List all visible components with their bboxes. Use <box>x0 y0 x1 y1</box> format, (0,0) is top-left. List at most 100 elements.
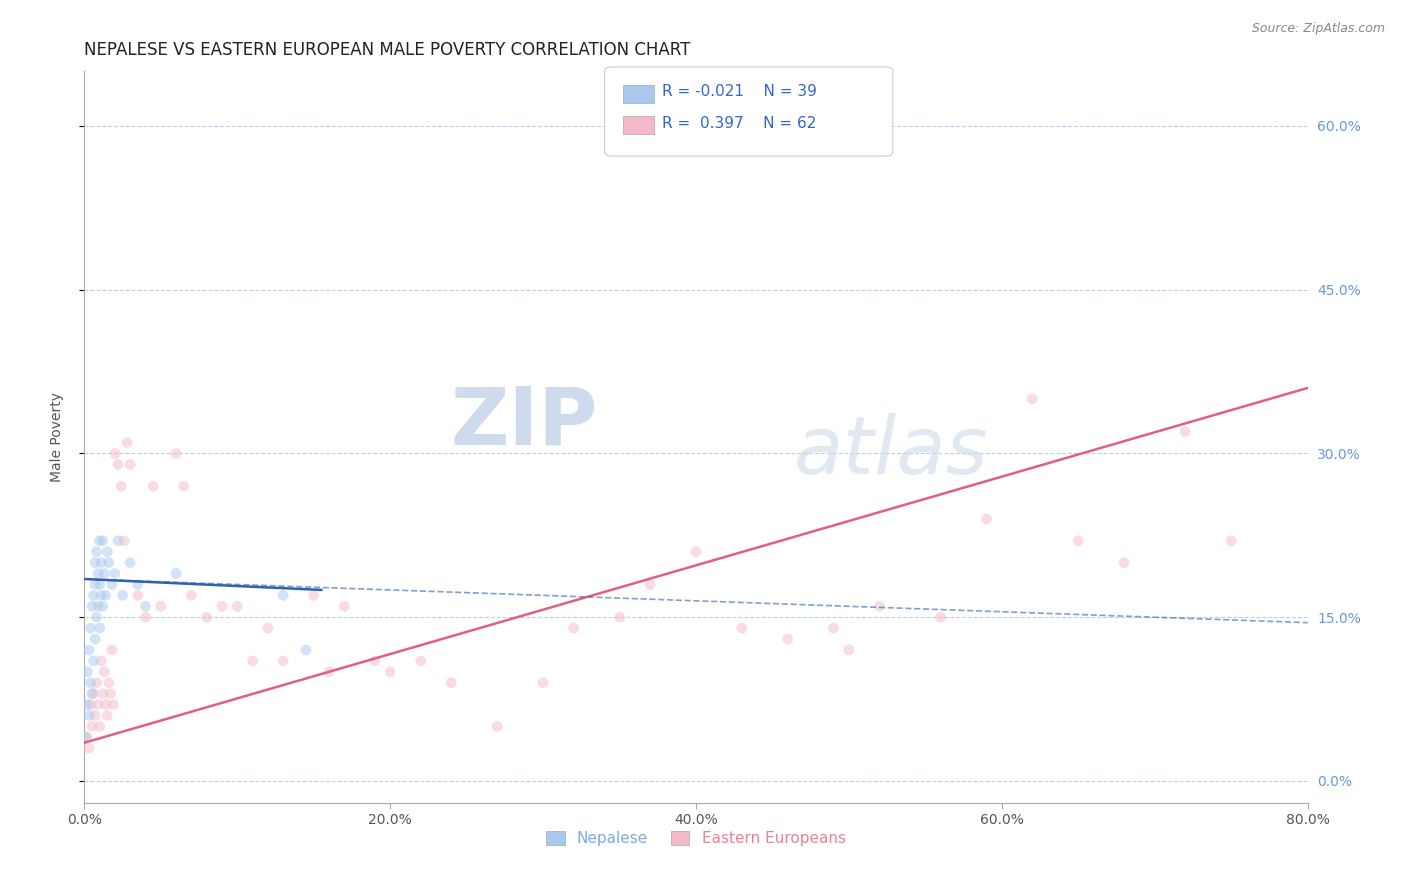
Point <box>211 599 233 614</box>
Point <box>149 599 172 614</box>
Point <box>318 665 340 679</box>
Point <box>89 533 111 548</box>
Point <box>89 719 111 733</box>
Point <box>111 588 134 602</box>
Point <box>79 698 101 712</box>
Point <box>89 621 111 635</box>
Point <box>120 556 142 570</box>
Point <box>90 556 112 570</box>
Point <box>104 446 127 460</box>
Point <box>80 687 103 701</box>
Point <box>869 599 891 614</box>
Point <box>90 654 112 668</box>
Point <box>127 577 149 591</box>
Point <box>120 458 142 472</box>
Point <box>776 632 799 646</box>
Point <box>562 621 585 635</box>
Point <box>165 566 187 581</box>
Point <box>86 610 108 624</box>
Point <box>101 577 124 591</box>
Point <box>77 708 100 723</box>
Point <box>135 610 157 624</box>
Point <box>838 643 860 657</box>
Text: atlas: atlas <box>794 413 988 491</box>
Point <box>929 610 952 624</box>
Point <box>1114 556 1136 570</box>
Point <box>135 599 157 614</box>
Point <box>89 577 111 591</box>
Point <box>87 599 110 614</box>
Point <box>84 632 107 646</box>
Point <box>103 698 125 712</box>
Point <box>409 654 432 668</box>
Point <box>101 643 124 657</box>
Point <box>91 533 114 548</box>
Point <box>93 566 115 581</box>
Point <box>107 458 129 472</box>
Point <box>97 675 120 690</box>
Point <box>173 479 195 493</box>
Text: NEPALESE VS EASTERN EUROPEAN MALE POVERTY CORRELATION CHART: NEPALESE VS EASTERN EUROPEAN MALE POVERT… <box>84 41 690 59</box>
Point <box>93 665 115 679</box>
Point <box>98 687 121 701</box>
Point <box>97 556 120 570</box>
Point <box>77 741 100 756</box>
Point <box>86 545 108 559</box>
Point <box>302 588 325 602</box>
Point <box>731 621 754 635</box>
Point <box>127 588 149 602</box>
Point <box>94 588 117 602</box>
Point <box>364 654 387 668</box>
Point <box>96 708 118 723</box>
Point <box>90 588 112 602</box>
Point <box>295 643 318 657</box>
Point <box>77 643 100 657</box>
Point <box>76 698 98 712</box>
Text: R = -0.021    N = 39: R = -0.021 N = 39 <box>662 85 817 99</box>
Point <box>79 675 101 690</box>
Point <box>271 654 294 668</box>
Point <box>333 599 356 614</box>
Text: R =  0.397    N = 62: R = 0.397 N = 62 <box>662 117 817 131</box>
Point <box>486 719 509 733</box>
Text: Source: ZipAtlas.com: Source: ZipAtlas.com <box>1251 22 1385 36</box>
Point <box>685 545 707 559</box>
Point <box>107 533 129 548</box>
Point <box>609 610 631 624</box>
Point <box>76 665 98 679</box>
Point <box>531 675 554 690</box>
Point <box>94 698 117 712</box>
Point <box>1220 533 1243 548</box>
Point <box>87 566 110 581</box>
Point <box>257 621 280 635</box>
Point <box>96 545 118 559</box>
Point <box>242 654 264 668</box>
Point <box>165 446 187 460</box>
Point <box>638 577 661 591</box>
Legend: Nepalese, Eastern Europeans: Nepalese, Eastern Europeans <box>538 823 853 854</box>
Y-axis label: Male Poverty: Male Poverty <box>49 392 63 482</box>
Point <box>84 556 107 570</box>
Point <box>83 588 105 602</box>
Point <box>86 675 108 690</box>
Point <box>1174 425 1197 439</box>
Point <box>1021 392 1043 406</box>
Point <box>195 610 218 624</box>
Point <box>115 435 138 450</box>
Point <box>79 621 101 635</box>
Point <box>80 599 103 614</box>
Point <box>110 479 132 493</box>
Point <box>976 512 998 526</box>
Point <box>91 687 114 701</box>
Point <box>1067 533 1090 548</box>
Point <box>84 577 107 591</box>
Text: ZIP: ZIP <box>451 384 598 461</box>
Point <box>75 731 97 745</box>
Point <box>80 719 103 733</box>
Point <box>823 621 845 635</box>
Point <box>91 599 114 614</box>
Point <box>226 599 249 614</box>
Point <box>112 533 135 548</box>
Point <box>84 708 107 723</box>
Point <box>142 479 165 493</box>
